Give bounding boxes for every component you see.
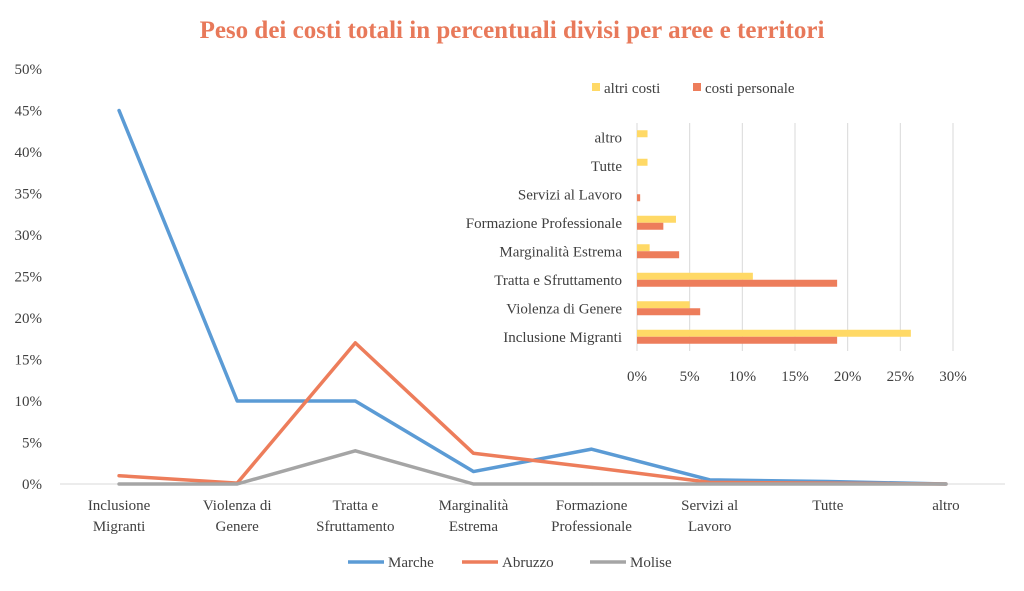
data-point-marche-1 xyxy=(235,399,239,403)
x-tick-label-formazione-professionale: Formazione Professionale xyxy=(551,498,632,535)
x-tick-label-line: Servizi al xyxy=(681,498,738,514)
legend-label-marche: Marche xyxy=(388,555,434,571)
x-tick-label-tratta-e-sfruttamento: Tratta e Sfruttamento xyxy=(316,498,394,535)
data-point-abruzzo-0 xyxy=(117,474,121,477)
x-tick-label-violenza-di-genere: Violenza di Genere xyxy=(203,498,272,535)
x-tick-label-line: Migranti xyxy=(93,519,146,535)
bar-x-tick-label-0: 0% xyxy=(627,369,647,385)
data-point-marche-4 xyxy=(590,447,593,451)
bar-legend-swatch-costi-personale xyxy=(693,83,701,91)
bar-category-label-altro: altro xyxy=(595,130,623,146)
x-tick-label-line: Genere xyxy=(216,519,260,535)
bar-category-label-marginalita-estrema: Marginalità Estrema xyxy=(499,244,622,260)
y-tick-label-20: 20% xyxy=(15,311,43,327)
legend-label-abruzzo: Abruzzo xyxy=(502,555,554,571)
y-tick-label-0: 0% xyxy=(22,477,42,493)
bar-altri-costi-tratta-e-sfruttamento xyxy=(637,272,753,280)
legend-label-molise: Molise xyxy=(630,555,672,571)
bar-category-label-formazione-professionale: Formazione Professionale xyxy=(466,216,623,232)
data-point-molise-6 xyxy=(826,482,830,486)
bar-category-label-inclusione-migranti: Inclusione Migranti xyxy=(503,330,622,346)
data-point-molise-0 xyxy=(117,482,121,486)
bar-legend-label-altri-costi: altri costi xyxy=(604,81,660,97)
data-point-molise-2 xyxy=(354,449,357,452)
bar-legend-swatch-altri-costi xyxy=(592,83,600,91)
x-tick-label-inclusione-migranti: Inclusione Migranti xyxy=(88,498,151,535)
x-tick-label-servizi-al-lavoro: Servizi al Lavoro xyxy=(681,498,738,535)
inset-bar-chart: 0% 5% 10% 15% 20% 25% 30% altro Tutte Servizi al … xyxy=(466,81,967,385)
bar-category-label-servizi-al-lavoro: Servizi al Lavoro xyxy=(518,187,622,203)
bar-altri-costi-inclusione-migranti xyxy=(637,329,911,337)
data-point-abruzzo-4 xyxy=(590,466,593,469)
x-tick-label-line: Inclusione xyxy=(88,498,151,514)
x-tick-label-tutte: Tutte xyxy=(812,498,843,514)
y-tick-label-45: 45% xyxy=(15,104,43,120)
series-line-marche xyxy=(117,108,948,486)
bar-costi-personale-marginalita-estrema xyxy=(637,251,680,259)
series-line-abruzzo xyxy=(117,341,948,486)
data-point-abruzzo-3 xyxy=(472,452,475,455)
y-tick-label-15: 15% xyxy=(15,353,43,369)
data-point-molise-1 xyxy=(235,482,239,486)
x-tick-label-line: Marginalità xyxy=(439,498,509,514)
data-point-molise-3 xyxy=(472,482,475,486)
bar-altri-costi-marginalita-estrema xyxy=(637,244,650,252)
x-tick-label-altro: altro xyxy=(932,498,960,514)
bar-x-tick-label-5: 5% xyxy=(680,369,700,385)
x-tick-label-line: Estrema xyxy=(449,519,498,535)
data-point-marche-0 xyxy=(117,109,121,112)
series-line-molise xyxy=(117,449,948,486)
bar-costi-personale-servizi-al-lavoro xyxy=(637,194,641,202)
data-point-abruzzo-2 xyxy=(354,341,357,345)
bar-legend-label-costi-personale: costi personale xyxy=(705,81,795,97)
x-tick-label-marginalita-estrema: Marginalità Estrema xyxy=(439,498,509,535)
data-point-marche-2 xyxy=(354,399,357,403)
bar-costi-personale-tratta-e-sfruttamento xyxy=(637,279,838,287)
bar-category-label-tratta-e-sfruttamento: Tratta e Sfruttamento xyxy=(494,273,622,289)
bar-costi-personale-violenza-di-genere xyxy=(637,308,701,316)
chart-title: Peso dei costi totali in percentuali div… xyxy=(200,17,825,44)
bar-category-label-violenza-di-genere: Violenza di Genere xyxy=(506,301,622,317)
data-point-molise-4 xyxy=(590,482,593,486)
y-tick-label-50: 50% xyxy=(15,62,43,78)
bar-x-tick-label-15: 15% xyxy=(781,369,809,385)
bar-x-tick-label-30: 30% xyxy=(939,369,967,385)
y-tick-label-25: 25% xyxy=(15,270,43,286)
y-tick-label-30: 30% xyxy=(15,228,43,244)
x-tick-label-line: Lavoro xyxy=(688,519,731,535)
data-point-marche-3 xyxy=(472,470,475,473)
bar-altri-costi-violenza-di-genere xyxy=(637,301,690,309)
x-tick-label-line: Professionale xyxy=(551,519,632,535)
x-tick-label-line: Sfruttamento xyxy=(316,519,394,535)
bar-altri-costi-altro xyxy=(637,130,648,138)
x-tick-label-line: Tutte xyxy=(812,498,843,514)
data-point-molise-7 xyxy=(944,482,948,486)
bar-altri-costi-tutte xyxy=(637,158,648,166)
x-tick-label-line: Formazione xyxy=(556,498,628,514)
y-tick-label-5: 5% xyxy=(22,436,42,452)
x-tick-label-line: Violenza di xyxy=(203,498,272,514)
bar-costi-personale-inclusione-migranti xyxy=(637,336,838,344)
bar-category-label-tutte: Tutte xyxy=(591,159,622,175)
bar-x-tick-label-20: 20% xyxy=(834,369,862,385)
bar-altri-costi-formazione-professionale xyxy=(637,215,676,223)
y-tick-label-40: 40% xyxy=(15,145,43,161)
y-tick-label-10: 10% xyxy=(15,394,43,410)
x-tick-label-line: Tratta e xyxy=(332,498,378,514)
y-tick-label-35: 35% xyxy=(15,187,43,203)
bar-x-tick-label-25: 25% xyxy=(887,369,915,385)
bar-x-tick-label-10: 10% xyxy=(729,369,757,385)
data-point-molise-5 xyxy=(708,482,711,486)
data-point-marche-5 xyxy=(708,478,711,482)
x-tick-label-line: altro xyxy=(932,498,960,514)
bar-costi-personale-formazione-professionale xyxy=(637,222,664,230)
line-chart: 0% 5% 10% 15% 20% 25% 30% 35% 40% 45% 50% Inclusion… xyxy=(15,62,1005,571)
